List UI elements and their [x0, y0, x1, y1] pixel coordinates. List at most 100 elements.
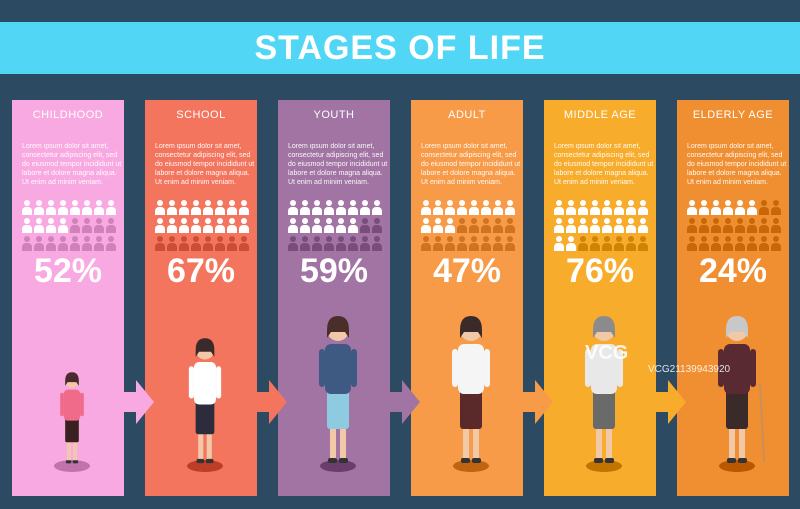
person-icon — [637, 200, 649, 218]
people-icon-grid — [154, 200, 250, 254]
adult-woman-figure-icon — [452, 316, 490, 472]
person-icon — [33, 200, 45, 218]
person-icon — [166, 236, 178, 254]
people-icon-grid — [686, 200, 782, 254]
person-icon — [456, 236, 468, 254]
person-icon — [565, 218, 577, 236]
person-icon — [335, 200, 347, 218]
person-icon — [57, 200, 69, 218]
person-icon — [311, 236, 323, 254]
person-icon — [202, 200, 214, 218]
person-icon — [589, 236, 601, 254]
person-icon — [287, 218, 299, 236]
person-icon — [214, 200, 226, 218]
stage-description: Lorem ipsum dolor sit amet, consectetur … — [288, 143, 388, 186]
person-icon — [770, 200, 782, 218]
person-icon — [625, 218, 637, 236]
person-icon — [93, 218, 105, 236]
stage-panel-elderly-age: ELDERLY AGE Lorem ipsum dolor sit amet, c… — [677, 100, 789, 496]
stage-description: Lorem ipsum dolor sit amet, consectetur … — [687, 143, 787, 186]
person-icon — [432, 200, 444, 218]
person-icon — [746, 200, 758, 218]
person-icon — [359, 200, 371, 218]
person-icon — [154, 200, 166, 218]
person-icon — [492, 236, 504, 254]
person-icon — [166, 218, 178, 236]
person-icon — [432, 236, 444, 254]
person-icon — [601, 218, 613, 236]
person-icon — [190, 218, 202, 236]
person-icon — [504, 218, 516, 236]
person-icon — [686, 200, 698, 218]
person-icon — [456, 200, 468, 218]
page-title: STAGES OF LIFE — [254, 28, 546, 67]
stage-panel-school: SCHOOL Lorem ipsum dolor sit amet, consec… — [145, 100, 257, 496]
person-icon — [613, 218, 625, 236]
person-icon — [577, 200, 589, 218]
person-icon — [214, 236, 226, 254]
person-icon — [335, 236, 347, 254]
person-icon — [444, 200, 456, 218]
stage-title: ADULT — [448, 109, 486, 121]
stage-description: Lorem ipsum dolor sit amet, consectetur … — [421, 143, 521, 186]
stage-description: Lorem ipsum dolor sit amet, consectetur … — [22, 143, 122, 186]
stage-arrow-body — [124, 392, 136, 412]
person-icon — [698, 236, 710, 254]
person-icon — [371, 218, 383, 236]
stage-arrow-body — [656, 392, 668, 412]
person-icon — [746, 236, 758, 254]
stage-arrow-icon — [269, 380, 287, 424]
stage-percentage: 67% — [166, 252, 236, 290]
person-icon — [722, 218, 734, 236]
title-banner: STAGES OF LIFE — [0, 22, 800, 74]
stage-arrow-icon — [136, 380, 154, 424]
person-icon — [444, 218, 456, 236]
middle-aged-woman-figure-icon — [585, 316, 623, 472]
person-icon — [335, 218, 347, 236]
person-icon — [202, 236, 214, 254]
person-icon — [93, 200, 105, 218]
person-icon — [613, 200, 625, 218]
person-icon — [226, 236, 238, 254]
person-icon — [238, 218, 250, 236]
person-icon — [553, 218, 565, 236]
person-icon — [45, 218, 57, 236]
person-icon — [625, 236, 637, 254]
people-icon-grid — [420, 200, 516, 254]
stage-percentage: 76% — [565, 252, 635, 290]
person-icon — [758, 200, 770, 218]
person-icon — [287, 236, 299, 254]
person-icon — [190, 200, 202, 218]
person-icon — [226, 218, 238, 236]
person-icon — [81, 218, 93, 236]
person-icon — [347, 200, 359, 218]
person-icon — [21, 200, 33, 218]
person-icon — [734, 236, 746, 254]
person-icon — [371, 236, 383, 254]
person-icon — [311, 218, 323, 236]
person-icon — [734, 218, 746, 236]
person-icon — [226, 200, 238, 218]
stage-arrow-icon — [535, 380, 553, 424]
person-icon — [577, 218, 589, 236]
person-icon — [371, 200, 383, 218]
stage-title: MIDDLE AGE — [563, 109, 637, 121]
person-icon — [589, 200, 601, 218]
person-icon — [432, 218, 444, 236]
person-icon — [21, 218, 33, 236]
person-icon — [420, 236, 432, 254]
person-icon — [734, 200, 746, 218]
person-icon — [468, 200, 480, 218]
person-icon — [492, 218, 504, 236]
person-icon — [57, 218, 69, 236]
person-icon — [770, 236, 782, 254]
person-icon — [492, 200, 504, 218]
person-icon — [504, 236, 516, 254]
person-icon — [565, 236, 577, 254]
person-icon — [190, 236, 202, 254]
person-icon — [625, 200, 637, 218]
person-icon — [105, 236, 117, 254]
person-icon — [299, 200, 311, 218]
watermark-id: VCG21139943920 — [648, 364, 731, 375]
person-icon — [238, 200, 250, 218]
